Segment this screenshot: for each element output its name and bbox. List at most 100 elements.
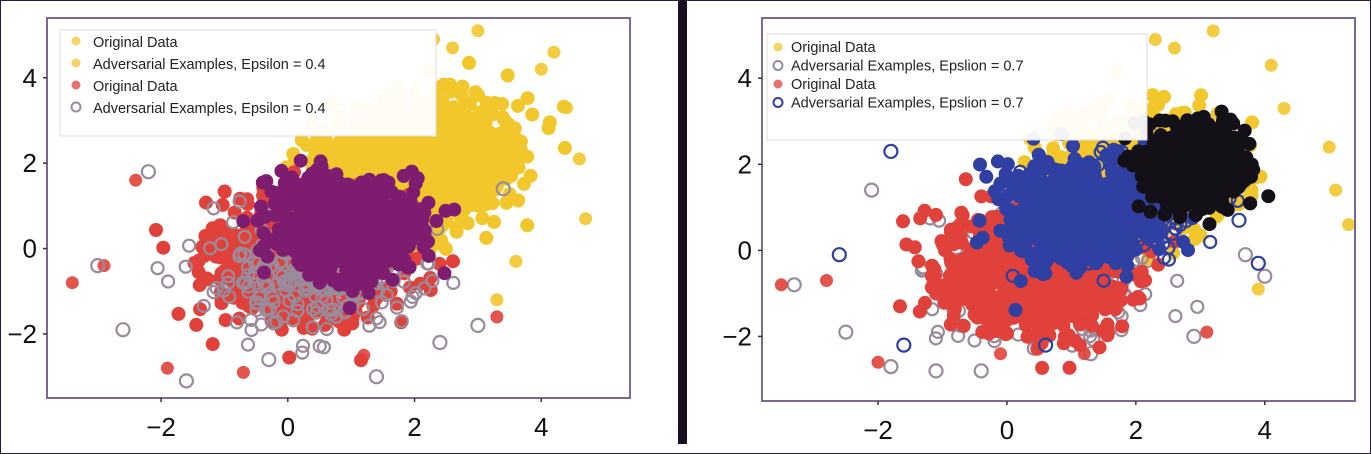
panel-divider <box>678 0 687 444</box>
y-tick-label: −2 <box>7 319 37 349</box>
data-point <box>364 206 378 221</box>
data-point <box>314 213 329 227</box>
data-point <box>257 265 271 280</box>
data-point <box>1168 309 1183 324</box>
data-point <box>242 299 257 314</box>
data-point <box>364 190 379 205</box>
data-point <box>572 152 586 166</box>
data-point <box>269 276 284 291</box>
series-cluster-4 <box>236 153 462 315</box>
right-scatter-panel: −2 0 2 4 −2 0 2 4 Original Data Adversarial Examp… <box>687 0 1371 454</box>
data-point <box>579 212 593 226</box>
x-tick-label: −2 <box>146 412 176 442</box>
data-point <box>364 274 379 289</box>
y-tick-label: 2 <box>23 148 37 178</box>
data-point <box>385 272 400 287</box>
data-point <box>193 302 208 317</box>
data-point <box>370 249 385 264</box>
data-point <box>274 163 289 178</box>
data-point <box>457 148 472 163</box>
data-point <box>309 305 324 320</box>
data-point <box>397 227 412 242</box>
data-point <box>391 146 406 161</box>
data-point <box>229 315 244 330</box>
data-point <box>525 107 540 122</box>
data-point <box>449 224 464 239</box>
legend-box <box>59 29 437 137</box>
data-point <box>319 321 334 337</box>
data-point <box>295 178 310 193</box>
data-point <box>298 281 313 296</box>
data-point <box>1277 101 1291 115</box>
data-point <box>217 184 232 199</box>
data-point <box>1342 218 1355 232</box>
data-point <box>1145 88 1160 103</box>
legend-label: Adversarial Examples, Epsilon = 0.4 <box>93 101 326 117</box>
data-point <box>362 172 377 187</box>
data-point <box>1329 183 1343 197</box>
legend-marker <box>71 58 81 68</box>
data-point <box>218 313 233 328</box>
data-point <box>287 272 302 288</box>
data-point <box>255 175 270 190</box>
data-point <box>249 296 264 311</box>
data-point <box>307 233 322 248</box>
data-point <box>199 195 213 210</box>
data-point <box>556 99 571 114</box>
data-point <box>237 226 252 241</box>
data-point <box>259 303 274 318</box>
data-point <box>322 170 337 185</box>
data-point <box>1192 98 1207 113</box>
data-point <box>343 196 358 210</box>
data-point <box>435 237 450 252</box>
data-point <box>496 112 511 127</box>
data-point <box>446 105 461 120</box>
data-point <box>490 145 505 160</box>
data-point <box>178 259 193 274</box>
data-point <box>393 201 408 215</box>
data-point <box>337 133 352 148</box>
data-point <box>171 306 186 321</box>
data-point <box>1188 226 1203 241</box>
data-point <box>490 293 504 307</box>
data-point <box>216 283 231 298</box>
data-point <box>447 202 462 217</box>
data-point <box>206 285 221 300</box>
data-point <box>394 314 409 329</box>
data-point <box>334 251 349 266</box>
data-point <box>305 320 320 335</box>
data-point <box>547 45 561 59</box>
data-point <box>238 275 253 291</box>
data-point <box>490 175 505 190</box>
data-point <box>408 176 423 191</box>
data-point <box>346 151 361 166</box>
data-point <box>417 281 432 296</box>
data-point <box>426 183 441 198</box>
data-point <box>967 333 982 348</box>
data-point <box>237 229 252 244</box>
data-point <box>473 169 487 184</box>
data-point <box>140 164 156 180</box>
data-point <box>90 258 106 274</box>
data-point <box>345 316 360 331</box>
data-point <box>270 207 285 222</box>
data-point <box>353 218 368 233</box>
data-point <box>372 140 387 155</box>
data-point <box>160 361 174 375</box>
data-point <box>284 170 299 185</box>
data-point <box>451 117 466 132</box>
data-point <box>357 348 371 362</box>
data-point <box>240 337 256 352</box>
data-point <box>315 289 330 304</box>
data-point <box>383 135 398 150</box>
data-point <box>415 212 430 227</box>
data-point <box>460 216 475 231</box>
data-point <box>206 201 221 216</box>
x-tick-label: 2 <box>407 412 421 442</box>
data-point <box>479 230 494 245</box>
data-point <box>446 41 460 55</box>
data-point <box>221 269 236 284</box>
data-point <box>477 107 492 122</box>
data-point <box>241 279 256 294</box>
data-point <box>1170 273 1185 288</box>
